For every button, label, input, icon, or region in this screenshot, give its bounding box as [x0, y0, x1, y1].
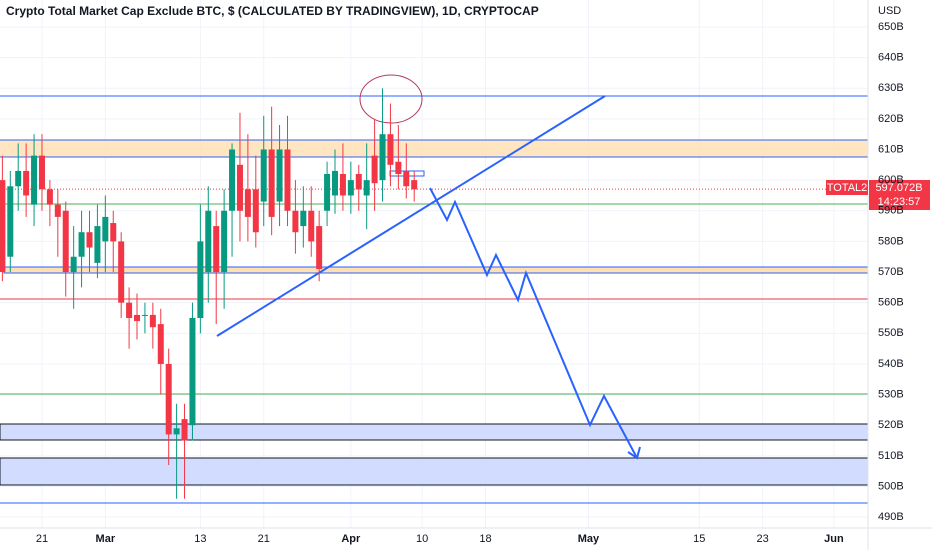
candle-body [78, 232, 85, 257]
candle-body [118, 241, 125, 303]
candle-body [0, 180, 6, 273]
candle-body [54, 204, 61, 217]
candle-body [165, 363, 172, 435]
x-tick-label: 18 [479, 533, 491, 545]
candle-body [102, 216, 109, 242]
drawings [0, 74, 869, 504]
y-tick-label: 640B [878, 52, 904, 64]
candle-body [363, 180, 370, 196]
candle-body [110, 223, 117, 242]
candle-body [221, 210, 228, 273]
candle-body [46, 189, 53, 205]
candle-body [15, 170, 22, 187]
x-tick-label: 10 [416, 533, 428, 545]
candle-body [149, 314, 156, 328]
candle-body [62, 210, 69, 273]
y-tick-label: 650B [878, 21, 904, 33]
candle-body [23, 170, 30, 196]
y-tick-label: 600B [878, 174, 904, 186]
projection-path [429, 187, 638, 459]
candle-body [324, 174, 331, 211]
candle-body [213, 226, 220, 273]
x-tick-label: Apr [341, 533, 361, 545]
candle-body [252, 189, 259, 233]
candle-body [260, 149, 267, 202]
x-tick-label: 21 [36, 533, 48, 545]
y-tick-label: 620B [878, 113, 904, 125]
candle-body [395, 161, 402, 175]
candle-body [173, 428, 180, 435]
price-label: 597.072B [875, 182, 922, 194]
candle-body [134, 314, 141, 322]
y-tick-label: 630B [878, 82, 904, 94]
candle-body [387, 134, 394, 165]
candle-body [141, 314, 148, 316]
countdown: 14:23:57 [878, 196, 921, 208]
candle-body [31, 155, 38, 205]
candle-body [347, 180, 354, 196]
zone [0, 140, 868, 157]
zone [3, 266, 869, 274]
candle-body [403, 170, 410, 187]
candle-body [332, 170, 339, 196]
candle-body [189, 318, 196, 426]
arrow-head [627, 446, 641, 460]
candle-body [316, 226, 323, 269]
candle-body [371, 155, 378, 184]
candle-body [411, 180, 418, 190]
y-tick-label: 570B [878, 266, 904, 278]
y-tick-label: 550B [878, 327, 904, 339]
candles [0, 88, 418, 499]
candle-body [308, 210, 315, 242]
y-tick-label: 490B [878, 511, 904, 523]
y-tick-label: 520B [878, 419, 904, 431]
candle-body [300, 210, 307, 227]
x-tick-label: Mar [96, 533, 116, 545]
candle-body [229, 149, 236, 211]
candle-body [181, 419, 188, 441]
symbol-tag [826, 180, 868, 195]
candle-body [284, 149, 291, 211]
circle-annotation [359, 74, 423, 124]
candle-body [7, 186, 14, 257]
trend-line [216, 95, 606, 337]
x-tick-label: Jun [824, 533, 844, 545]
y-tick-label: 540B [878, 358, 904, 370]
candle-body [244, 189, 251, 217]
candle-body [157, 324, 164, 364]
candle-body [379, 134, 386, 181]
y-tick-label: 500B [878, 480, 904, 492]
y-tick-label: 530B [878, 388, 904, 400]
candle-body [355, 174, 362, 190]
candle-body [126, 302, 133, 318]
symbol-label: TOTAL2 [827, 182, 868, 194]
zone [0, 457, 869, 486]
axis-unit: USD [878, 5, 901, 17]
candle-body [38, 155, 45, 190]
price-tag [869, 180, 930, 210]
candle-body [197, 241, 204, 318]
y-tick-label: 590B [878, 205, 904, 217]
candle-body [276, 149, 283, 202]
candle-body [292, 210, 299, 233]
x-tick-label: 13 [194, 533, 206, 545]
zone [0, 423, 869, 441]
y-tick-label: 510B [878, 450, 904, 462]
candle-body [94, 226, 101, 263]
candle-body [339, 174, 346, 196]
x-tick-label: 15 [693, 533, 705, 545]
candle-body [205, 210, 212, 273]
x-tick-label: 23 [757, 533, 769, 545]
candle-body [236, 164, 243, 211]
y-tick-label: 610B [878, 143, 904, 155]
y-tick-label: 580B [878, 235, 904, 247]
chart-title: Crypto Total Market Cap Exclude BTC, $ (… [6, 4, 539, 18]
x-tick-label: 21 [258, 533, 270, 545]
candle-body [70, 256, 77, 273]
candle-body [268, 149, 275, 217]
candle-body [86, 232, 93, 248]
x-tick-label: May [578, 533, 600, 545]
y-tick-label: 560B [878, 297, 904, 309]
